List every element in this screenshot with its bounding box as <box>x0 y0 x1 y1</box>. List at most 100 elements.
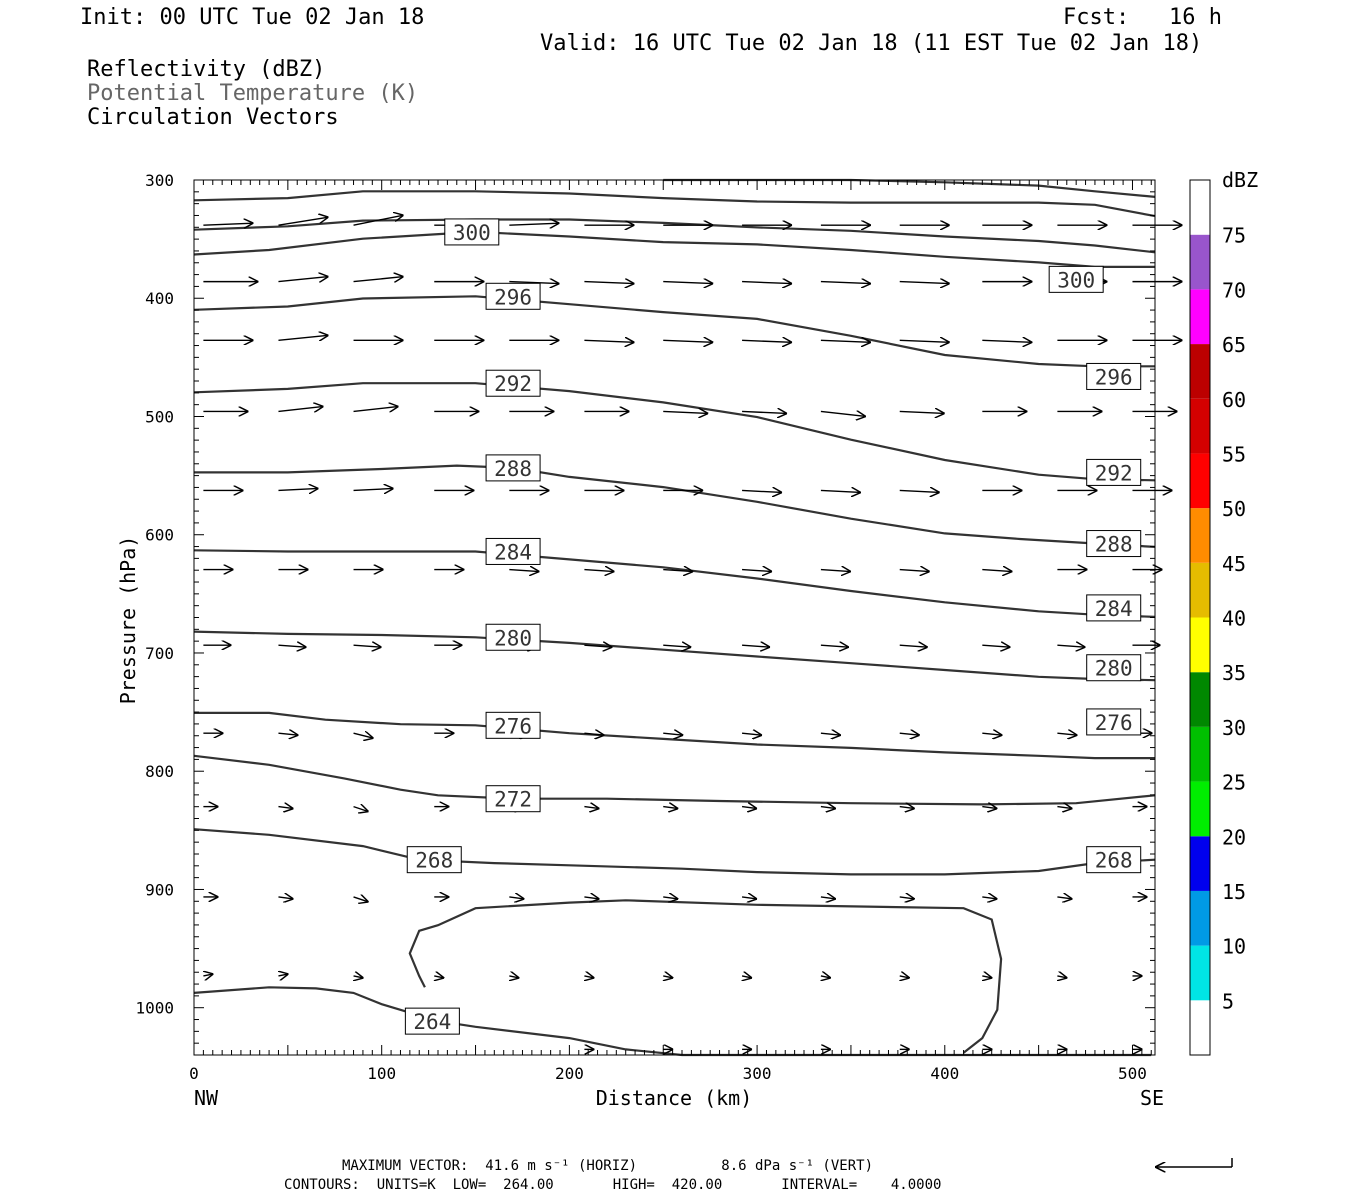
circulation-vector <box>278 335 328 340</box>
colorbar-segment <box>1190 562 1210 618</box>
contour-312 <box>663 178 1156 198</box>
axes: 0 100 200 300 400 500 300 400 500 600 700 800 900 100… <box>135 171 1156 1083</box>
circulation-vector <box>278 974 288 976</box>
circulation-vector <box>509 223 559 225</box>
colorbar-segment <box>1190 781 1210 837</box>
circulation-vector <box>821 976 831 978</box>
y-tick-label: 500 <box>145 407 174 426</box>
reference-vector-arrow <box>1155 1158 1233 1167</box>
circulation-vector <box>742 645 770 647</box>
circulation-vector <box>982 807 997 809</box>
colorbar-segment <box>1190 508 1210 563</box>
circulation-vector <box>509 282 559 284</box>
circulation-vector <box>742 490 782 492</box>
valid-time: Valid: 16 UTC Tue 02 Jan 18 (11 EST Tue … <box>540 31 1203 56</box>
circulation-vector <box>584 340 634 342</box>
contour-label: 268 <box>1095 849 1133 873</box>
colorbar: 5 10 15 20 25 30 35 40 45 50 55 60 65 70 75 <box>1189 179 1246 1056</box>
contour-label: 280 <box>1095 657 1133 681</box>
colorbar-segment <box>1190 890 1210 946</box>
x-tick-label: 400 <box>930 1064 959 1083</box>
colorbar-segment <box>1190 945 1210 1001</box>
circulation-vector <box>899 490 940 492</box>
contour-label-box <box>485 537 541 565</box>
colorbar-tick-label: 40 <box>1222 607 1246 631</box>
circulation-vector <box>982 570 1012 572</box>
contour-288 <box>194 464 1156 548</box>
field-circulation-vectors: Circulation Vectors <box>87 105 339 130</box>
contour-label: 284 <box>1095 597 1133 621</box>
colorbar-segment <box>1190 234 1210 290</box>
circulation-vector <box>584 570 614 572</box>
colorbar-segment <box>1190 836 1210 891</box>
circulation-vector <box>1057 897 1072 899</box>
circulation-vector <box>509 570 539 572</box>
contour-308 <box>193 190 1156 218</box>
contour-label-box <box>1086 530 1142 558</box>
contour-label: 288 <box>1095 533 1133 557</box>
colorbar-tick-label: 75 <box>1222 224 1246 248</box>
field-reflectivity: Reflectivity (dBZ) <box>87 57 326 82</box>
y-tick-label: 800 <box>145 762 174 781</box>
circulation-vector <box>663 897 678 899</box>
circulation-vector <box>278 645 306 647</box>
circulation-vector <box>742 411 787 413</box>
circulation-vector <box>584 897 599 899</box>
contour-label-box <box>485 454 541 482</box>
circulation-vector <box>663 282 713 284</box>
contour-272 <box>193 754 1156 806</box>
circulation-vector <box>353 277 404 282</box>
circulation-vector <box>982 733 1002 735</box>
contour-label-box <box>1086 708 1142 736</box>
contour-label-box <box>406 846 462 874</box>
circulation-vector <box>278 217 328 226</box>
right-endpoint-label: SE <box>1140 1086 1164 1110</box>
colorbar-tick-label: 55 <box>1222 442 1246 466</box>
field-potential-temperature: Potential Temperature (K) <box>87 81 419 106</box>
contour-label: 296 <box>1095 365 1133 389</box>
contour-label: 264 <box>413 1010 451 1034</box>
circulation-vector <box>1057 645 1085 647</box>
circulation-vector <box>663 340 713 342</box>
circulation-vector <box>820 897 836 899</box>
circulation-vector <box>278 807 293 809</box>
contour-label-box <box>485 369 541 397</box>
contour-264 <box>193 986 1152 1057</box>
contours-footer: CONTOURS: UNITS=K LOW= 264.00 HIGH= 420.… <box>284 1177 942 1193</box>
colorbar-tick-label: 5 <box>1222 989 1234 1013</box>
circulation-vector <box>820 807 836 809</box>
circulation-vector <box>509 976 519 978</box>
circulation-vector <box>584 282 634 284</box>
colorbar-segment <box>1190 726 1210 782</box>
contour-268 <box>193 828 1156 876</box>
colorbar-tick-label: 35 <box>1222 661 1246 685</box>
y-tick-label: 600 <box>145 526 174 545</box>
circulation-vector <box>1057 807 1072 809</box>
circulation-vector <box>278 897 293 899</box>
contour-label-box <box>404 1007 460 1035</box>
contour-label-box <box>485 785 541 813</box>
circulation-vector <box>820 733 841 735</box>
circulation-vector <box>663 976 673 978</box>
contour-label: 292 <box>1095 461 1133 485</box>
contour-label: 300 <box>453 221 491 245</box>
circulation-vector <box>278 277 328 282</box>
circulation-vector <box>899 807 915 809</box>
contour-label: 288 <box>494 457 532 481</box>
contour-label-box <box>485 623 541 651</box>
y-tick-label: 1000 <box>135 999 174 1018</box>
contour-label: 280 <box>494 626 532 650</box>
circulation-vector <box>982 897 997 899</box>
contour-300 <box>193 230 1155 268</box>
circulation-vector <box>820 570 851 572</box>
contour-label-box <box>444 218 500 246</box>
circulation-vector <box>663 733 683 735</box>
circulation-vector <box>982 340 1032 342</box>
colorbar-frame <box>1189 179 1211 1056</box>
circulation-vector <box>742 733 762 735</box>
contour-label-box <box>1086 594 1142 622</box>
circulation-vector <box>663 807 678 809</box>
circulation-vector <box>584 807 599 809</box>
circulation-vector <box>353 645 382 647</box>
